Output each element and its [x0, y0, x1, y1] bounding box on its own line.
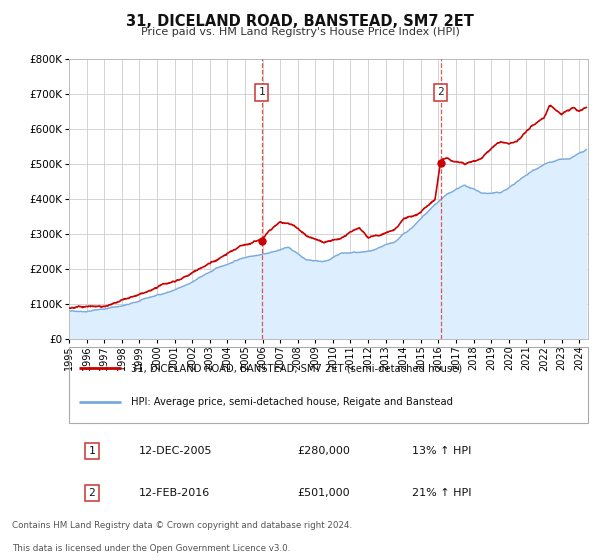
- Text: 31, DICELAND ROAD, BANSTEAD, SM7 2ET (semi-detached house): 31, DICELAND ROAD, BANSTEAD, SM7 2ET (se…: [131, 363, 463, 374]
- Text: 13% ↑ HPI: 13% ↑ HPI: [412, 446, 471, 456]
- Text: 21% ↑ HPI: 21% ↑ HPI: [412, 488, 471, 498]
- Text: 2: 2: [437, 87, 444, 97]
- Text: This data is licensed under the Open Government Licence v3.0.: This data is licensed under the Open Gov…: [12, 544, 290, 553]
- Text: 1: 1: [88, 446, 95, 456]
- Text: £280,000: £280,000: [298, 446, 350, 456]
- Text: 12-FEB-2016: 12-FEB-2016: [139, 488, 211, 498]
- Text: 12-DEC-2005: 12-DEC-2005: [139, 446, 212, 456]
- Text: Price paid vs. HM Land Registry's House Price Index (HPI): Price paid vs. HM Land Registry's House …: [140, 27, 460, 37]
- Text: HPI: Average price, semi-detached house, Reigate and Banstead: HPI: Average price, semi-detached house,…: [131, 396, 453, 407]
- Text: 2: 2: [88, 488, 95, 498]
- Text: 1: 1: [258, 87, 265, 97]
- Text: Contains HM Land Registry data © Crown copyright and database right 2024.: Contains HM Land Registry data © Crown c…: [12, 521, 352, 530]
- Text: 31, DICELAND ROAD, BANSTEAD, SM7 2ET: 31, DICELAND ROAD, BANSTEAD, SM7 2ET: [126, 14, 474, 29]
- Text: £501,000: £501,000: [298, 488, 350, 498]
